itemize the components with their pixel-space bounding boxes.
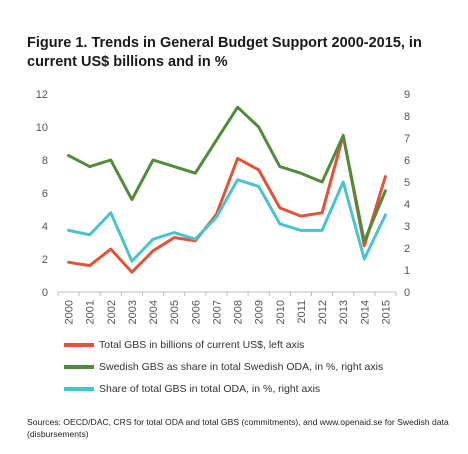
left-axis-tick-label: 2 bbox=[42, 254, 48, 266]
right-axis-tick-label: 5 bbox=[404, 177, 410, 189]
legend-swatch-swedish-gbs bbox=[64, 365, 94, 369]
right-axis-tick-label: 1 bbox=[404, 265, 410, 277]
left-axis-tick-label: 0 bbox=[42, 287, 48, 299]
x-axis-tick-label: 2007 bbox=[211, 300, 223, 324]
chart-title: Figure 1. Trends in General Budget Suppo… bbox=[27, 35, 422, 70]
x-axis-tick-label: 2010 bbox=[275, 300, 287, 324]
x-axis-tick-label: 2014 bbox=[359, 300, 371, 324]
x-axis-tick-label: 2000 bbox=[64, 300, 76, 324]
legend-item-total-gbs: Total GBS in billions of current US$, le… bbox=[64, 334, 383, 356]
legend-swatch-share-gbs-oda bbox=[64, 387, 94, 391]
legend-label-share-gbs-oda: Share of total GBS in total ODA, in %, r… bbox=[99, 383, 321, 395]
left-axis-tick-label: 12 bbox=[36, 89, 48, 101]
x-axis-tick-label: 2012 bbox=[317, 300, 329, 324]
chart-legend: Total GBS in billions of current US$, le… bbox=[64, 334, 383, 400]
x-axis-tick-label: 2004 bbox=[148, 300, 160, 324]
left-axis-tick-label: 8 bbox=[42, 155, 48, 167]
legend-item-share-gbs-oda: Share of total GBS in total ODA, in %, r… bbox=[64, 378, 383, 400]
x-axis-tick-label: 2011 bbox=[296, 300, 308, 324]
x-axis-tick-label: 2009 bbox=[254, 300, 266, 324]
x-axis-tick-label: 2008 bbox=[233, 300, 245, 324]
left-axis-tick-label: 6 bbox=[42, 188, 48, 200]
left-axis-tick-label: 10 bbox=[36, 122, 48, 134]
right-axis-tick-label: 7 bbox=[404, 133, 410, 145]
right-axis-tick-label: 3 bbox=[404, 221, 410, 233]
source-note: Sources: OECD/DAC, CRS for total ODA and… bbox=[27, 417, 449, 439]
series-line-0 bbox=[67, 133, 387, 274]
x-axis-tick-label: 2013 bbox=[338, 300, 350, 324]
x-axis-tick-label: 2006 bbox=[190, 300, 202, 324]
right-axis-tick-label: 2 bbox=[404, 243, 410, 255]
right-axis-tick-label: 8 bbox=[404, 111, 410, 123]
legend-swatch-total-gbs bbox=[64, 343, 94, 347]
x-axis-tick-label: 2001 bbox=[85, 300, 97, 324]
series-line-1 bbox=[67, 105, 387, 243]
legend-item-swedish-gbs: Swedish GBS as share in total Swedish OD… bbox=[64, 356, 383, 378]
right-axis-tick-label: 6 bbox=[404, 155, 410, 167]
x-axis-tick-label: 2005 bbox=[169, 300, 181, 324]
legend-label-total-gbs: Total GBS in billions of current US$, le… bbox=[99, 339, 305, 351]
right-axis-tick-label: 9 bbox=[404, 89, 410, 101]
left-axis-tick-label: 4 bbox=[42, 221, 48, 233]
x-axis-tick-label: 2015 bbox=[380, 300, 392, 324]
x-axis-tick-label: 2003 bbox=[127, 300, 139, 324]
legend-label-swedish-gbs: Swedish GBS as share in total Swedish OD… bbox=[99, 361, 384, 373]
right-axis-tick-label: 0 bbox=[404, 287, 410, 299]
right-axis-tick-label: 4 bbox=[404, 199, 410, 211]
series-line-2 bbox=[67, 178, 387, 263]
x-axis-tick-label: 2002 bbox=[106, 300, 118, 324]
